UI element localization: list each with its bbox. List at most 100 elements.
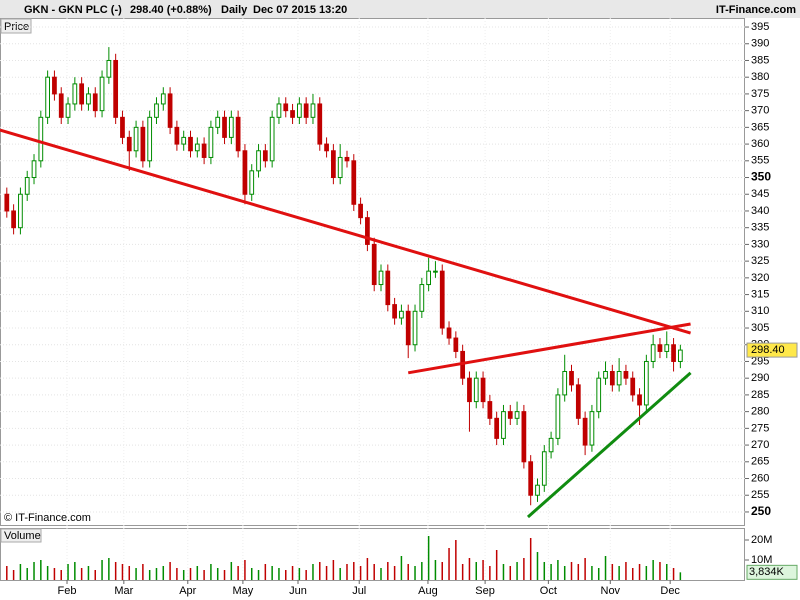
volume-tick-label: 20M: [751, 534, 772, 546]
volume-bar: [114, 562, 117, 580]
candle-body: [331, 150, 336, 179]
volume-bar: [387, 562, 389, 580]
volume-bar: [332, 560, 335, 580]
candle-body: [399, 310, 404, 319]
y-tick-label: 380: [751, 71, 769, 83]
volume-bar: [495, 550, 498, 580]
candle-body: [52, 76, 57, 95]
y-tick-label: 385: [751, 54, 769, 66]
candle-body: [344, 156, 350, 162]
candle-body: [31, 160, 37, 179]
volume-bar: [666, 564, 668, 580]
last-volume-box: [746, 564, 798, 580]
x-tick-label: Apr: [179, 585, 196, 597]
candle-body: [11, 210, 16, 229]
candle-body: [269, 116, 275, 162]
candle-body: [215, 116, 221, 128]
volume-bar: [339, 568, 341, 580]
volume-bar: [155, 568, 158, 580]
candle-body: [337, 156, 343, 179]
candle-body: [303, 103, 309, 118]
volume-bar: [448, 548, 450, 580]
volume-bar: [604, 556, 607, 580]
candle-body: [174, 126, 180, 145]
y-tick-label: 295: [751, 355, 769, 367]
candle-body: [310, 103, 316, 118]
candle-body: [507, 411, 513, 419]
volume-bar: [516, 562, 518, 580]
candle-body: [514, 411, 520, 419]
candle-body: [582, 417, 588, 446]
quote: 298.40 (+0.88%): [130, 4, 212, 16]
candle-body: [589, 411, 595, 446]
volume-bar: [434, 560, 437, 580]
candle-body: [283, 103, 289, 112]
candle-body: [4, 193, 10, 212]
volume-bar: [482, 560, 484, 580]
copyright: © IT-Finance.com: [4, 512, 91, 524]
last-price-label: 298.40: [751, 344, 785, 356]
volume-bar: [169, 562, 171, 580]
volume-bar: [53, 568, 56, 580]
volume-bar: [74, 562, 76, 580]
volume-bar: [80, 568, 83, 580]
volume-bar: [427, 536, 430, 580]
volume-bar: [359, 566, 362, 580]
x-tick-label: Jul: [352, 585, 366, 597]
candle-body: [351, 160, 357, 205]
volume-bar: [203, 570, 205, 580]
candle-body: [296, 103, 302, 118]
candle-body: [79, 83, 85, 105]
volume-bar: [291, 566, 294, 580]
candle-body: [133, 126, 139, 152]
candle-body: [569, 370, 574, 386]
candle-body: [235, 116, 241, 152]
candle-body: [616, 370, 622, 386]
volume-bar: [529, 538, 532, 580]
candle-body: [596, 377, 602, 413]
y-tick-label: 345: [751, 188, 769, 200]
volume-bar: [216, 568, 219, 580]
volume-bar: [108, 558, 110, 580]
volume-bar: [400, 556, 403, 580]
candle-body: [637, 394, 642, 406]
candle-body: [473, 377, 479, 403]
volume-bar: [319, 562, 321, 580]
candle-body: [18, 193, 23, 229]
volume-bar: [591, 566, 593, 580]
candle-body: [113, 59, 119, 118]
date: Dec 07 2015 13:20: [253, 4, 347, 16]
volume-bar: [557, 560, 559, 580]
volume-bar: [441, 562, 443, 580]
last-price-box: [746, 342, 798, 358]
volume-bar: [312, 564, 314, 580]
candle-body: [562, 370, 568, 396]
volume-pane: [0, 528, 745, 581]
volume-bar: [380, 568, 382, 580]
candle-body: [86, 93, 91, 105]
candle-body: [630, 377, 636, 396]
volume-bar: [414, 566, 416, 580]
volume-bar: [407, 564, 409, 580]
volume-bar: [46, 566, 49, 580]
volume-bar: [584, 558, 586, 580]
volume-bar: [305, 570, 307, 580]
candle-body: [24, 177, 30, 195]
x-tick-label: Dec: [660, 585, 680, 597]
volume-bar: [638, 564, 641, 580]
volume-bar: [60, 570, 62, 580]
volume-bar: [298, 568, 301, 580]
candle-body: [609, 370, 615, 386]
y-tick-label: 270: [751, 439, 769, 451]
volume-bar: [393, 566, 396, 580]
candle-body: [188, 136, 193, 152]
trendline: [526, 371, 692, 519]
candle-body: [154, 103, 159, 118]
volume-bar: [597, 568, 600, 580]
y-tick-label: 305: [751, 322, 769, 334]
volume-bar: [652, 560, 654, 580]
candle-body: [126, 136, 132, 152]
volume-bar: [461, 564, 464, 580]
candle-body: [290, 110, 295, 118]
candle-body: [657, 344, 663, 352]
